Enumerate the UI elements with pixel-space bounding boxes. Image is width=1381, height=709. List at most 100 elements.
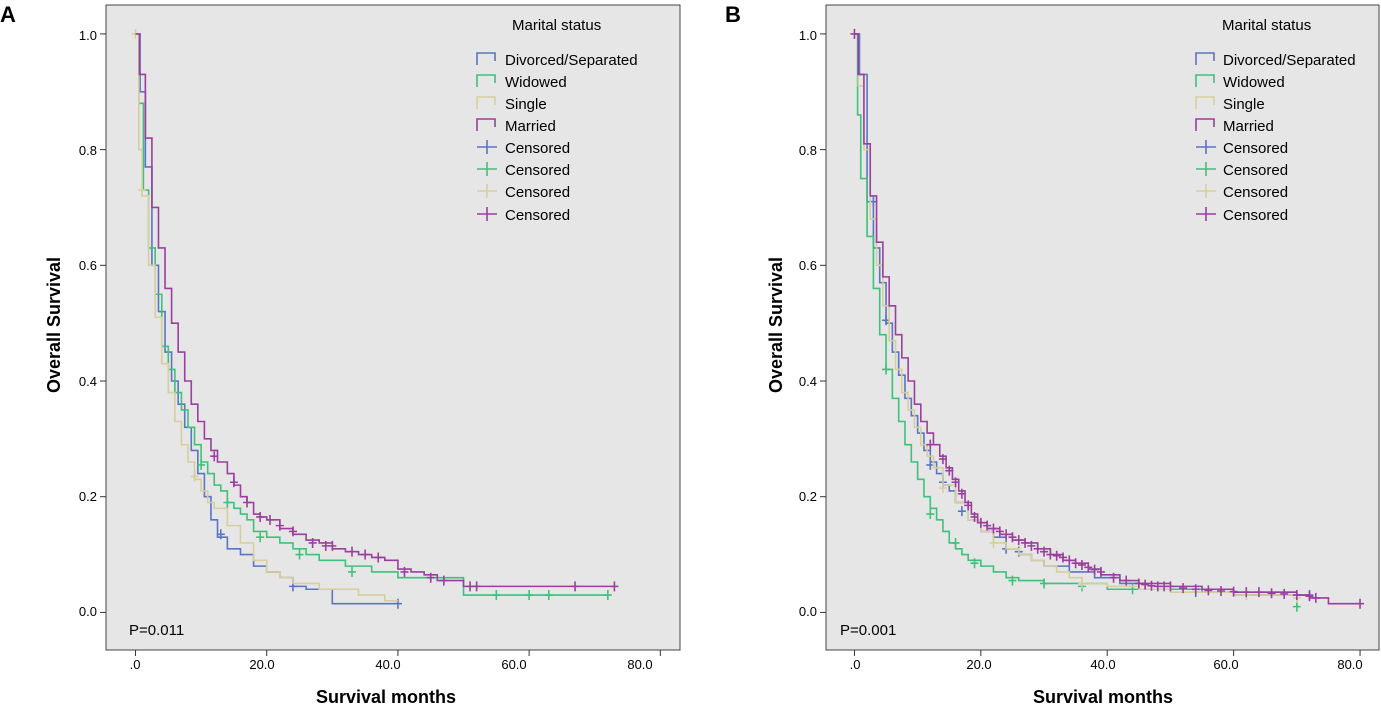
panel-label-b: B xyxy=(725,2,741,27)
censor-mark xyxy=(266,514,274,525)
legend-entry: Censored xyxy=(505,207,570,224)
censor-mark xyxy=(1084,562,1093,573)
panel-label-a: A xyxy=(0,2,16,27)
censor-mark xyxy=(1002,529,1011,540)
y-tick-label: 0.0 xyxy=(79,604,97,619)
legend-entry: Censored xyxy=(505,162,570,179)
plot-area-a xyxy=(105,4,681,651)
legend-censor-swatch xyxy=(1196,162,1216,176)
y-tick-label: 0.6 xyxy=(799,258,817,273)
censor-mark xyxy=(243,497,252,508)
censor-mark xyxy=(983,520,992,531)
censor-mark xyxy=(1166,581,1175,592)
censor-mark xyxy=(1217,585,1225,596)
legend-swatches xyxy=(1195,52,1216,221)
plot-area-b xyxy=(825,4,1380,651)
censor-mark xyxy=(374,552,383,563)
legend-b: Marital status Divorced/Separated Widowe… xyxy=(1222,17,1356,224)
legend-swatch xyxy=(476,118,496,131)
censor-mark xyxy=(1204,585,1213,596)
censor-mark xyxy=(348,566,356,577)
censor-mark xyxy=(938,483,947,494)
censor-mark xyxy=(275,520,284,531)
legend-entry: Censored xyxy=(1223,207,1288,224)
y-tick-label: 0.8 xyxy=(79,143,97,158)
x-tick-label: 80.0 xyxy=(1337,657,1362,672)
legend-swatch xyxy=(1195,96,1215,109)
legend-swatch xyxy=(1195,52,1215,65)
censor-mark xyxy=(1356,598,1365,609)
censor-mark xyxy=(1040,578,1049,589)
censor-mark xyxy=(472,581,481,592)
legend-swatches xyxy=(476,52,497,221)
censor-mark xyxy=(571,581,580,592)
x-tick-label: 20.0 xyxy=(249,657,274,672)
legend-a: Marital status Divorced/Separated Widowe… xyxy=(505,17,638,224)
censor-mark xyxy=(328,540,337,551)
censor-mark xyxy=(1027,540,1036,551)
censor-mark xyxy=(1059,552,1067,563)
legend-entry: Divorced/Separated xyxy=(505,52,638,69)
censor-mark xyxy=(957,488,966,499)
censor-mark xyxy=(1254,587,1263,598)
x-axis-title-a: Survival months xyxy=(316,687,456,707)
legend-entry: Married xyxy=(505,118,556,135)
censor-mark xyxy=(1179,583,1188,594)
legend-swatch xyxy=(476,74,496,87)
legend-censor-swatch xyxy=(477,184,497,198)
censor-mark xyxy=(1305,591,1314,602)
legend-censor-swatch xyxy=(477,140,497,154)
legend-swatch xyxy=(1195,74,1215,87)
censor-mark xyxy=(210,451,219,462)
legend-censor-swatch xyxy=(477,162,497,176)
x-tick-label: 60.0 xyxy=(501,657,526,672)
legend-entry: Single xyxy=(505,96,547,113)
censor-mark xyxy=(1033,543,1042,554)
censor-mark xyxy=(882,364,891,375)
censor-mark xyxy=(361,549,370,560)
censor-mark xyxy=(1134,578,1143,589)
legend-swatch xyxy=(476,96,496,109)
x-tick-label: 40.0 xyxy=(375,657,400,672)
y-axis-title-b: Overall Survival xyxy=(766,257,786,393)
legend-entry: Censored xyxy=(1223,184,1288,201)
y-tick-label: 0.4 xyxy=(799,374,817,389)
censor-mark xyxy=(1052,550,1061,561)
censor-mark xyxy=(1311,592,1320,603)
censor-mark xyxy=(1229,586,1238,597)
censor-mark xyxy=(223,497,232,508)
censor-mark xyxy=(926,509,935,520)
legend-entry: Single xyxy=(1223,96,1265,113)
legend-entry: Censored xyxy=(505,184,570,201)
y-tick-label: 0.2 xyxy=(799,489,817,504)
censor-mark xyxy=(1021,537,1030,548)
y-axis-b: 0.0 0.2 0.4 0.6 0.8 1.0 xyxy=(799,28,817,619)
censor-mark xyxy=(426,572,435,583)
censor-mark xyxy=(1292,601,1301,612)
censor-mark xyxy=(288,526,297,537)
censor-mark xyxy=(951,537,960,548)
x-axis-title-b: Survival months xyxy=(1033,687,1173,707)
censor-mark xyxy=(926,439,935,450)
censor-mark xyxy=(229,477,238,488)
censor-mark xyxy=(964,500,973,511)
censor-mark xyxy=(610,581,619,592)
censor-mark xyxy=(976,517,985,528)
censor-mark xyxy=(938,454,947,465)
x-tick-label: .0 xyxy=(850,657,861,672)
censor-mark xyxy=(1065,555,1074,566)
censor-mark xyxy=(945,465,954,476)
y-tick-label: 0.8 xyxy=(799,143,817,158)
censor-mark xyxy=(348,546,356,557)
legend-censor-swatch xyxy=(477,207,497,221)
censor-mark xyxy=(400,566,409,577)
censor-mark xyxy=(197,459,206,470)
censor-mark xyxy=(850,28,859,39)
censor-mark xyxy=(970,558,979,569)
censor-mark xyxy=(1077,578,1086,589)
legend-swatch xyxy=(476,52,496,65)
censor-mark xyxy=(1077,559,1086,570)
censor-mark xyxy=(492,590,501,601)
legend-swatch xyxy=(1195,118,1215,131)
